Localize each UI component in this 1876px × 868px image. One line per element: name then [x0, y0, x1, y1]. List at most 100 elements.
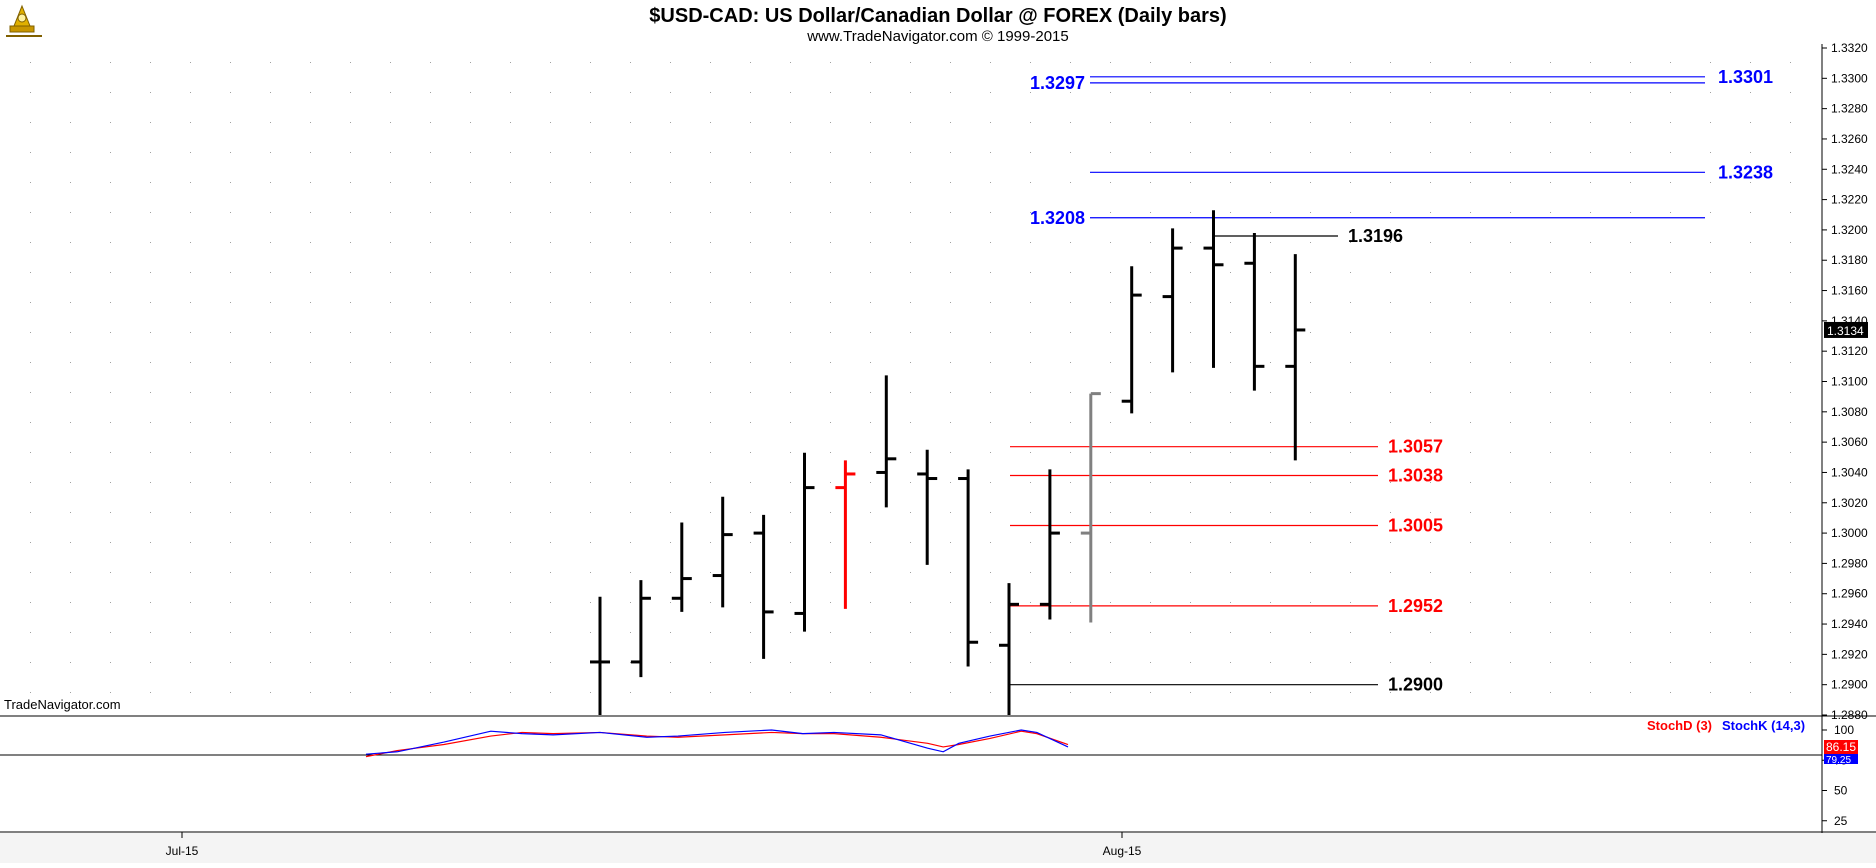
- grid-dot: [1230, 272, 1231, 273]
- grid-dot: [1750, 512, 1751, 513]
- grid-dot: [1470, 662, 1471, 663]
- grid-dot: [630, 632, 631, 633]
- grid-dot: [1270, 332, 1271, 333]
- grid-dot: [950, 272, 951, 273]
- grid-dot: [1550, 482, 1551, 483]
- grid-dot: [1550, 392, 1551, 393]
- grid-dot: [750, 62, 751, 63]
- grid-dot: [1310, 182, 1311, 183]
- grid-dot: [350, 632, 351, 633]
- grid-dot: [1230, 512, 1231, 513]
- grid-dot: [1630, 572, 1631, 573]
- grid-dot: [190, 242, 191, 243]
- price-tick-label: 1.2940: [1831, 617, 1868, 631]
- grid-dot: [1750, 362, 1751, 363]
- grid-dot: [870, 62, 871, 63]
- ohlc-bar: [917, 449, 938, 565]
- grid-dot: [30, 512, 31, 513]
- grid-dot: [990, 542, 991, 543]
- grid-dot: [550, 332, 551, 333]
- grid-dot: [230, 152, 231, 153]
- ohlc-bar: [1285, 254, 1306, 461]
- grid-dot: [510, 92, 511, 93]
- grid-dot: [390, 152, 391, 153]
- grid-dot: [150, 602, 151, 603]
- grid-dot: [390, 242, 391, 243]
- grid-dot: [990, 242, 991, 243]
- grid-dot: [950, 542, 951, 543]
- grid-dot: [110, 602, 111, 603]
- grid-dot: [1750, 632, 1751, 633]
- price-axis: 1.3320 1.3300 1.3280 1.3260 1.3240 1.3220 1.32…: [1822, 41, 1868, 722]
- grid-dot: [590, 212, 591, 213]
- grid-dot: [990, 452, 991, 453]
- grid-dot: [670, 662, 671, 663]
- grid-dot: [230, 632, 231, 633]
- grid-dot: [950, 332, 951, 333]
- grid-dot: [830, 512, 831, 513]
- grid-dot: [1710, 62, 1711, 63]
- grid-dot: [70, 662, 71, 663]
- grid-dot: [1430, 512, 1431, 513]
- grid-dot: [310, 542, 311, 543]
- grid-dot: [670, 92, 671, 93]
- grid-dot: [1590, 152, 1591, 153]
- grid-dot: [230, 422, 231, 423]
- grid-dot: [1510, 542, 1511, 543]
- grid-dot: [1350, 62, 1351, 63]
- grid-dot: [750, 692, 751, 693]
- grid-dot: [190, 182, 191, 183]
- grid-dot: [1270, 662, 1271, 663]
- stoch-series-line: [365, 729, 1069, 755]
- grid-dot: [590, 452, 591, 453]
- grid-dot: [790, 482, 791, 483]
- grid-dot: [990, 392, 991, 393]
- grid-dot: [510, 482, 511, 483]
- grid-dot: [1670, 272, 1671, 273]
- grid-dot: [1390, 362, 1391, 363]
- grid-dot: [510, 692, 511, 693]
- grid-dot: [990, 332, 991, 333]
- level-label: 1.2952: [1388, 596, 1443, 616]
- grid-dot: [430, 272, 431, 273]
- grid-dot: [1310, 242, 1311, 243]
- grid-dot: [1070, 512, 1071, 513]
- grid-dot: [470, 482, 471, 483]
- grid-dot: [1790, 572, 1791, 573]
- grid-dot: [870, 662, 871, 663]
- grid-dot: [910, 362, 911, 363]
- grid-dot: [1230, 392, 1231, 393]
- grid-dot: [230, 602, 231, 603]
- grid-dot: [390, 542, 391, 543]
- grid-dot: [1350, 542, 1351, 543]
- grid-dot: [230, 122, 231, 123]
- grid-dot: [70, 362, 71, 363]
- grid-dot: [70, 602, 71, 603]
- grid-dot: [310, 332, 311, 333]
- price-tick-label: 1.2980: [1831, 556, 1868, 570]
- grid-dot: [1110, 212, 1111, 213]
- grid-dot: [1030, 632, 1031, 633]
- grid-dot: [1030, 602, 1031, 603]
- grid-dot: [1310, 302, 1311, 303]
- grid-dot: [30, 212, 31, 213]
- grid-dot: [390, 602, 391, 603]
- grid-dot: [350, 572, 351, 573]
- grid-dot: [750, 662, 751, 663]
- grid-dot: [790, 662, 791, 663]
- grid-dot: [1350, 152, 1351, 153]
- grid-dot: [430, 602, 431, 603]
- grid-dot: [790, 122, 791, 123]
- grid-dot: [70, 452, 71, 453]
- grid-dot: [1190, 92, 1191, 93]
- grid-dot: [590, 122, 591, 123]
- grid-dot: [630, 182, 631, 183]
- grid-dot: [270, 512, 271, 513]
- grid-dot: [1790, 92, 1791, 93]
- grid-dot: [70, 332, 71, 333]
- grid-dot: [1150, 212, 1151, 213]
- grid-dot: [1710, 362, 1711, 363]
- grid-dot: [630, 362, 631, 363]
- grid-dot: [270, 212, 271, 213]
